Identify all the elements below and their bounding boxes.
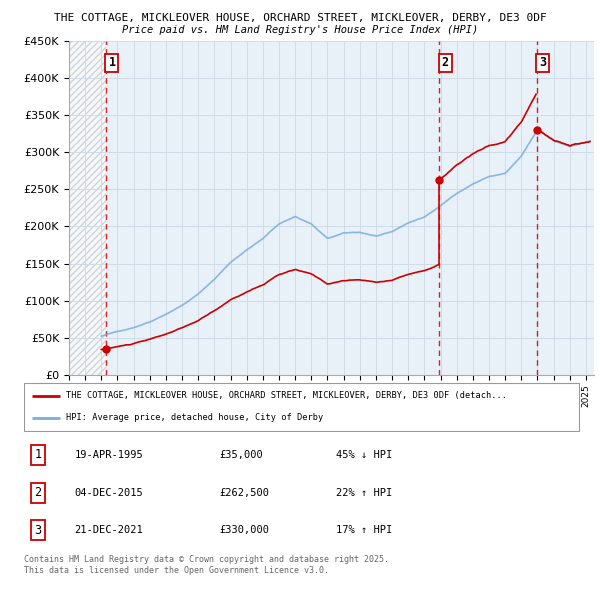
Bar (69, 41, 106, 375)
Text: 21-DEC-2021: 21-DEC-2021 (74, 526, 143, 535)
Text: £262,500: £262,500 (220, 488, 269, 497)
Text: £35,000: £35,000 (220, 450, 263, 460)
Text: Price paid vs. HM Land Registry's House Price Index (HPI): Price paid vs. HM Land Registry's House … (122, 25, 478, 35)
Text: Contains HM Land Registry data © Crown copyright and database right 2025.: Contains HM Land Registry data © Crown c… (24, 555, 389, 563)
Text: 3: 3 (539, 57, 547, 70)
Text: 3: 3 (34, 524, 41, 537)
Text: 17% ↑ HPI: 17% ↑ HPI (337, 526, 393, 535)
Text: 1: 1 (34, 448, 41, 461)
Text: This data is licensed under the Open Government Licence v3.0.: This data is licensed under the Open Gov… (24, 566, 329, 575)
Text: 04-DEC-2015: 04-DEC-2015 (74, 488, 143, 497)
Text: 2: 2 (34, 486, 41, 499)
Text: 45% ↓ HPI: 45% ↓ HPI (337, 450, 393, 460)
Text: £330,000: £330,000 (220, 526, 269, 535)
Text: THE COTTAGE, MICKLEOVER HOUSE, ORCHARD STREET, MICKLEOVER, DERBY, DE3 0DF (detac: THE COTTAGE, MICKLEOVER HOUSE, ORCHARD S… (66, 391, 507, 400)
Text: 1: 1 (109, 57, 116, 70)
Text: 22% ↑ HPI: 22% ↑ HPI (337, 488, 393, 497)
FancyBboxPatch shape (24, 383, 579, 431)
Text: 19-APR-1995: 19-APR-1995 (74, 450, 143, 460)
Text: HPI: Average price, detached house, City of Derby: HPI: Average price, detached house, City… (66, 414, 323, 422)
Text: THE COTTAGE, MICKLEOVER HOUSE, ORCHARD STREET, MICKLEOVER, DERBY, DE3 0DF: THE COTTAGE, MICKLEOVER HOUSE, ORCHARD S… (53, 13, 547, 23)
Text: 2: 2 (442, 57, 449, 70)
